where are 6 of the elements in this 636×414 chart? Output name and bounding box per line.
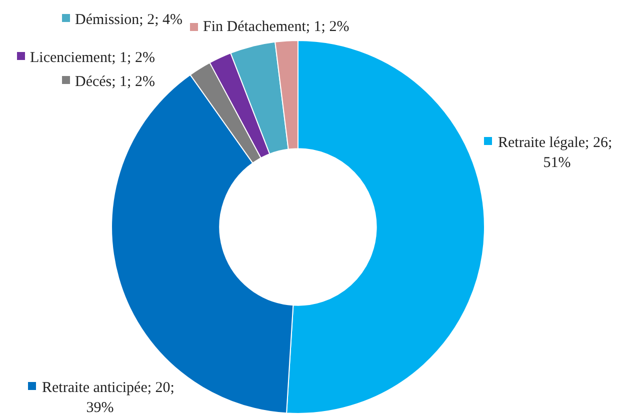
legend-label: Licenciement; 1; 2%: [30, 50, 155, 66]
legend-label: Retraite anticipée; 20; 39%: [42, 380, 174, 414]
legend-label: Décés; 1; 2%: [75, 74, 155, 90]
legend-label: Retraite légale; 26; 51%: [498, 134, 612, 171]
legend-label: Démission; 2; 4%: [75, 12, 182, 28]
legend-label: Fin Détachement; 1; 2%: [203, 18, 350, 35]
